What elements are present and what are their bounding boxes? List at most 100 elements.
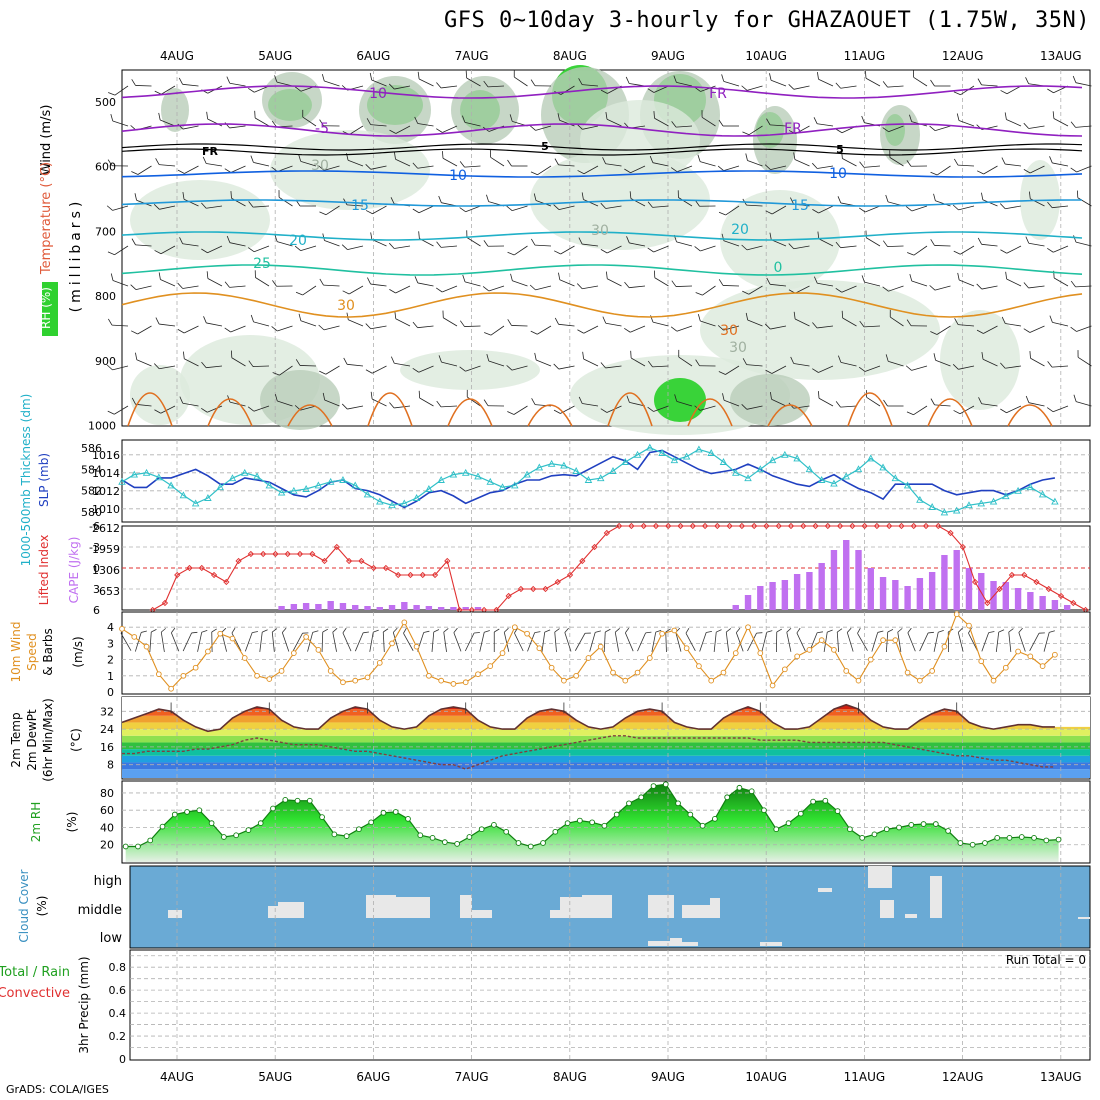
wind10-ylabel-2: Speed [25, 633, 39, 671]
wind-barb-staff [206, 205, 223, 209]
wind-barb-flag [695, 359, 700, 366]
precip-panel: 00.20.40.60.8 Run Total = 0 Total / Rain… [0, 949, 1091, 1066]
wind-barb-staff [559, 119, 575, 127]
wind-barb [793, 311, 810, 327]
wind-barb-staff [135, 403, 152, 407]
wind-barb [793, 152, 810, 167]
wind-barb [906, 405, 928, 416]
wind-barb-flag [882, 240, 888, 247]
wind-barb [483, 240, 505, 247]
wind-barb [554, 245, 575, 255]
wind-barb-flag [695, 200, 700, 207]
wind10-barb-flag [887, 629, 894, 633]
cloud-block [460, 895, 472, 918]
wind-barb-flag [1049, 156, 1053, 164]
rh-tick-label: 60 [100, 804, 114, 817]
wind-barb-staff [818, 205, 834, 214]
wind10-barb-staff [786, 632, 792, 652]
wind-barb [930, 325, 951, 335]
wind-barb-flag [1077, 190, 1079, 198]
wind10-barb-staff [957, 632, 964, 652]
cloud-block [905, 914, 917, 918]
wind-barb-flag [606, 271, 608, 279]
bottom-date-label: 7AUG [455, 1070, 489, 1084]
wind-barb [882, 285, 904, 292]
wind10-barb-staff [885, 631, 889, 653]
wind-barb-flag [883, 399, 888, 407]
wind-barb [976, 283, 998, 290]
wind-barb-flag [158, 272, 161, 280]
wind-barb [318, 165, 340, 171]
cloud-block [710, 898, 720, 918]
wind-barb [1023, 282, 1045, 289]
wind-barb-flag [322, 392, 326, 401]
wind-barb-staff [1028, 242, 1045, 247]
wind10-marker [953, 611, 960, 618]
wind-barb [274, 234, 293, 247]
wind-barb-flag [629, 191, 632, 199]
temp-contour-minus5 [121, 123, 1083, 137]
cloud-block [868, 866, 892, 888]
wind-barb-staff [254, 117, 270, 127]
wind-barb-flag [154, 250, 162, 255]
wind-barb-staff [866, 396, 881, 407]
wind-barb [322, 392, 340, 407]
wind-barb-staff [253, 245, 270, 253]
wind-barb-flag [1047, 201, 1053, 208]
wind-barb [1047, 361, 1069, 368]
rh-marker [662, 781, 669, 788]
wind-barb-flag [179, 237, 184, 244]
wind-barb [271, 325, 293, 332]
wind-barb-staff [793, 363, 810, 367]
rh-tick-label: 20 [100, 839, 114, 852]
wind10-barb-staff [589, 632, 596, 652]
cape-bar [732, 605, 739, 610]
wind10-barb-flag [554, 628, 560, 633]
cape-bar [315, 604, 322, 610]
wind-barb-flag [654, 270, 656, 278]
wind-barb-flag [153, 363, 160, 370]
wind10-marker [254, 672, 260, 679]
wind-barb [1000, 85, 1022, 95]
rh-marker [822, 797, 829, 804]
rh-marker [1055, 836, 1062, 843]
bottom-date-label: 6AUG [356, 1070, 390, 1084]
wind-barb-flag [436, 241, 442, 248]
lifted-index-marker [665, 522, 672, 530]
cloud-row-middle: middle [78, 903, 122, 918]
slp-marker [916, 495, 924, 503]
slp-marker [989, 497, 998, 505]
wind-barb-flag [442, 310, 444, 318]
wind-barb-flag [576, 283, 583, 290]
wind-barb-staff [135, 85, 152, 87]
wind-barb-staff [253, 205, 270, 208]
wind-barb [909, 274, 928, 287]
wind10-barb-flag [605, 628, 611, 633]
wind10-barb-flag [625, 627, 630, 634]
wind-barb-staff [605, 322, 622, 327]
wind-barb [718, 365, 740, 375]
cape-bar [904, 586, 911, 610]
wind-barb-flag [977, 237, 982, 245]
cloud-block [550, 910, 560, 918]
slp-marker [351, 481, 359, 489]
wind-barb-flag [530, 79, 536, 86]
wind-barb-staff [818, 397, 834, 407]
wind-barb-flag [953, 91, 961, 96]
wind-barb-staff [394, 362, 411, 367]
wind-barb-flag [394, 152, 396, 160]
wind-barb [905, 205, 928, 212]
wind10-barb-staff [564, 632, 572, 652]
slp-marker [302, 485, 310, 492]
wind-barb-flag [889, 309, 891, 318]
wind-barb [177, 282, 199, 289]
contour-label: -5 [315, 121, 329, 137]
wind-barb-flag [861, 115, 865, 123]
wind-barb [224, 325, 246, 333]
wind10-barb-flag [534, 631, 541, 634]
wind10-barb [776, 628, 783, 653]
wind10-barb-staff [1018, 632, 1026, 652]
wind-barb-flag [177, 282, 183, 289]
wind-barb-staff [840, 245, 857, 249]
wind-barb [178, 77, 199, 87]
